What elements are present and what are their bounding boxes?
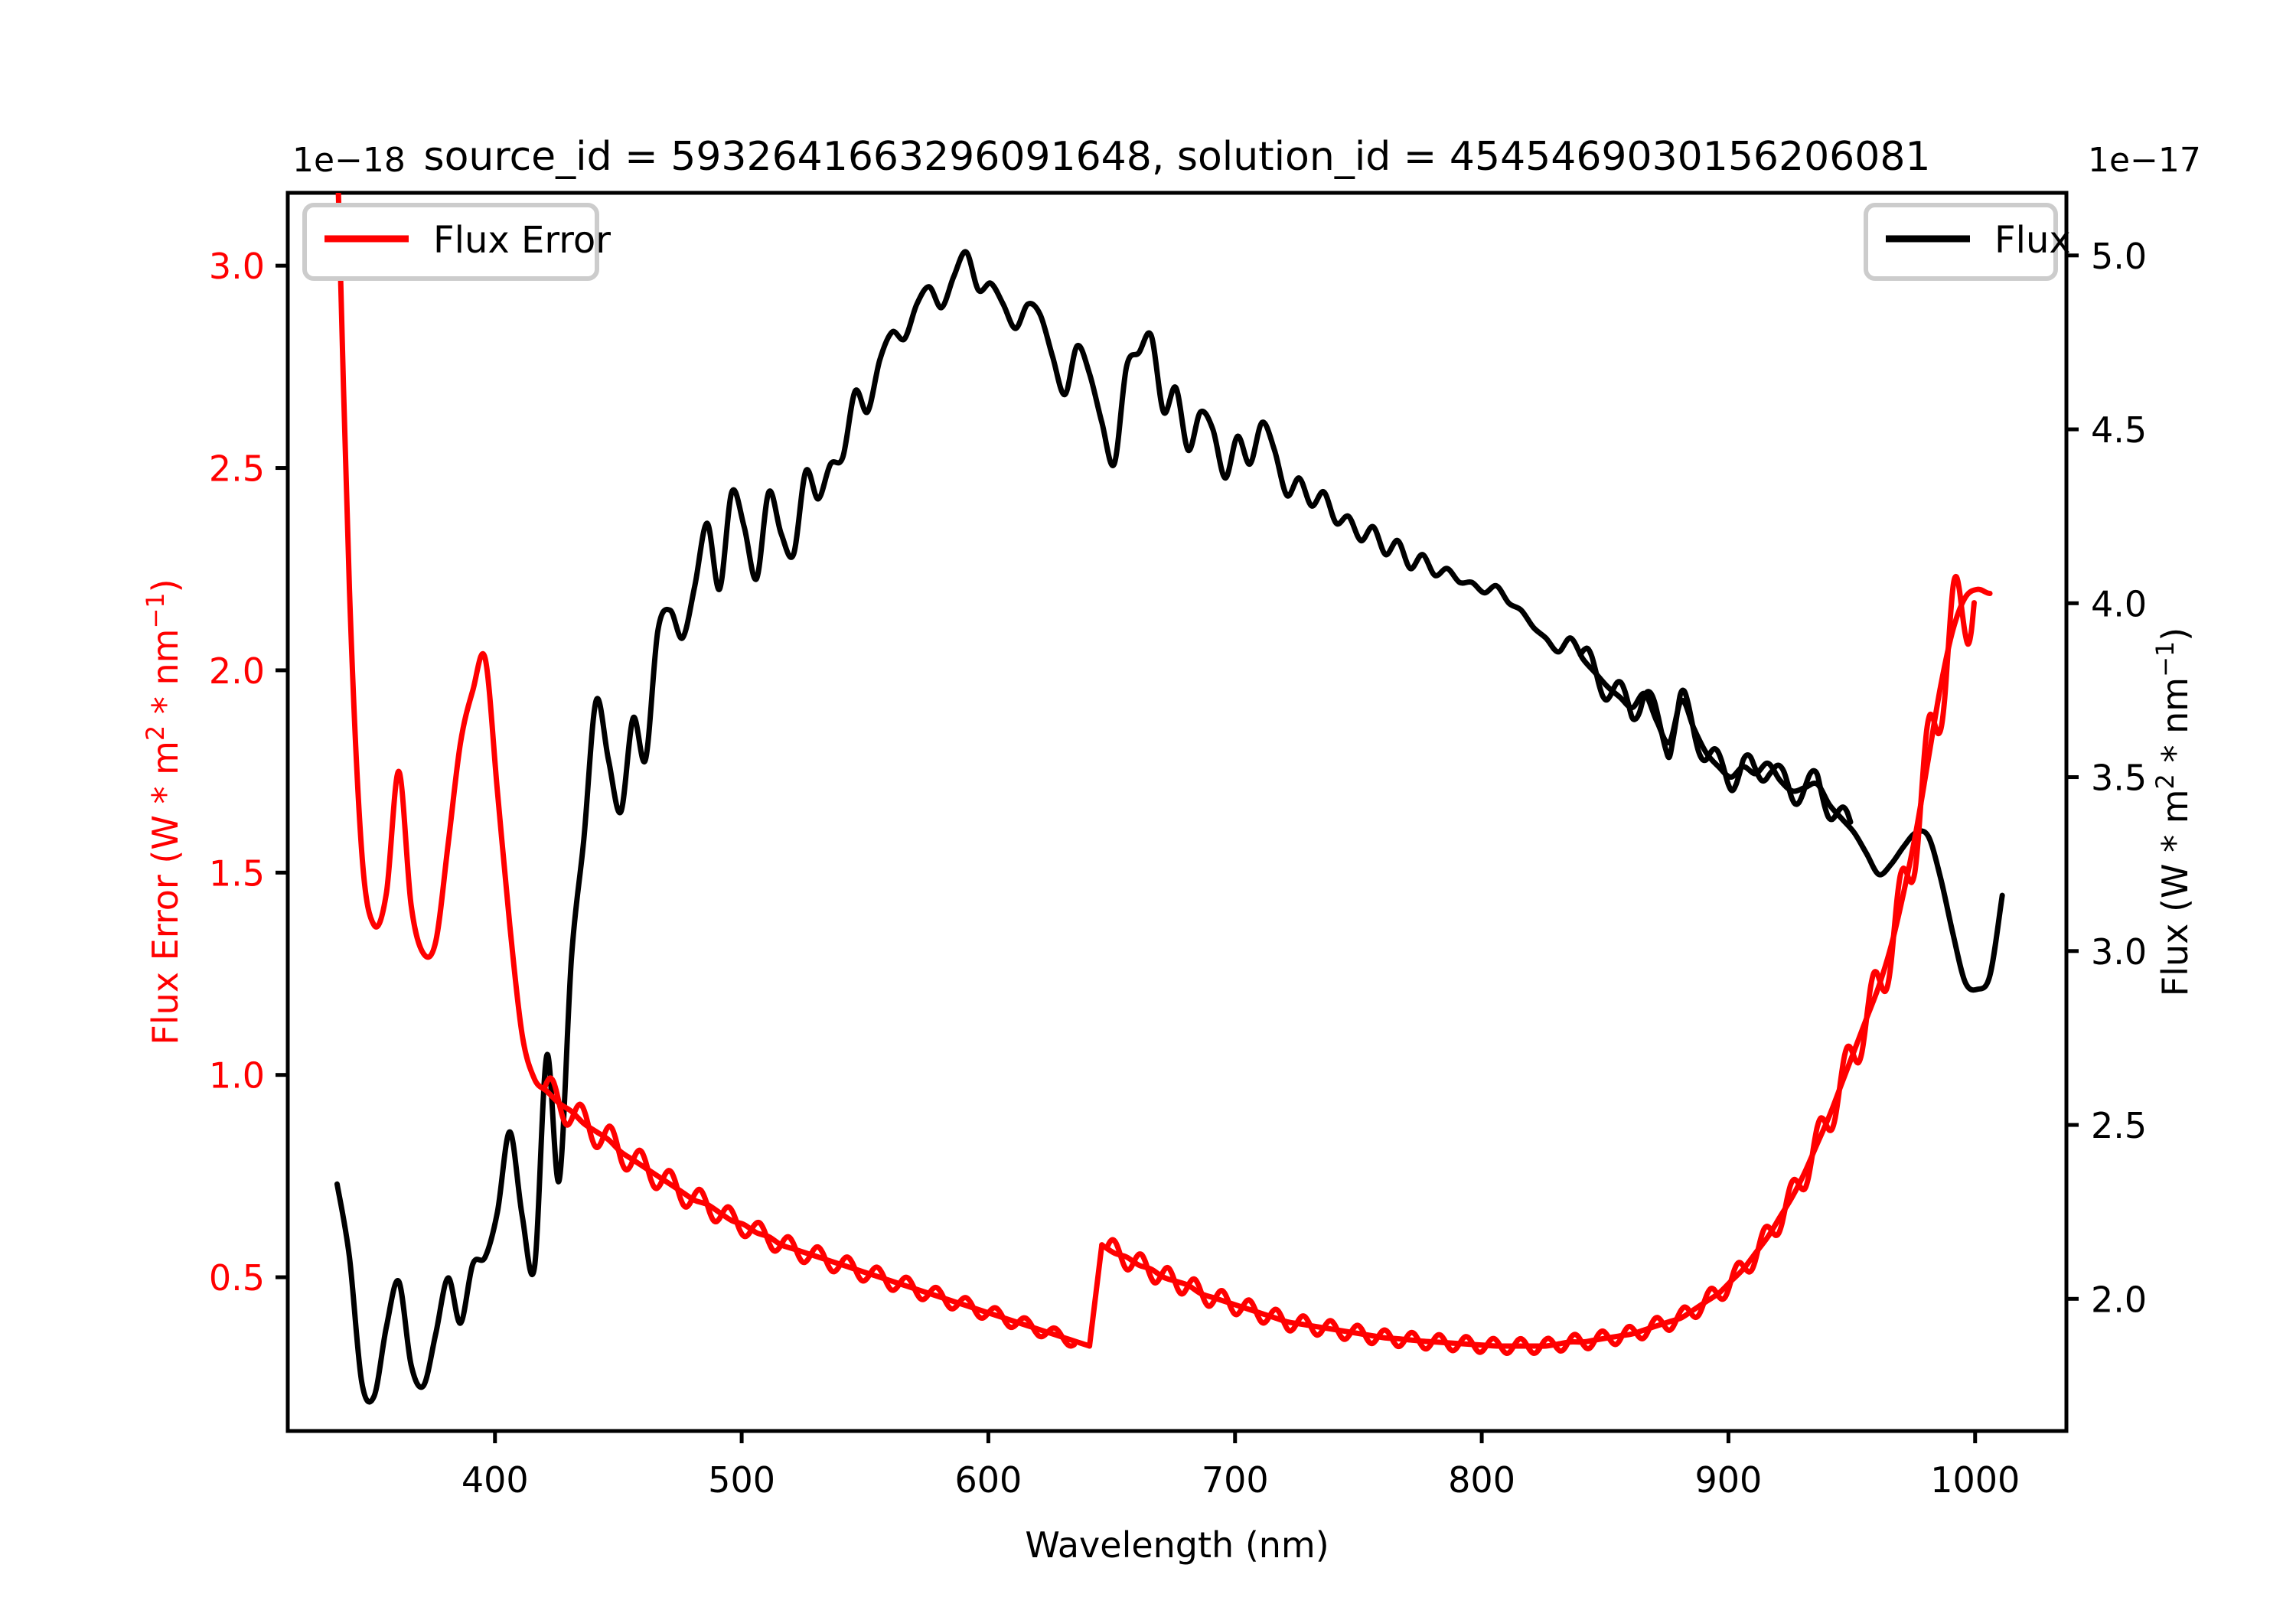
x-tick-label: 700 [1202,1459,1269,1501]
plot-frame [285,191,2069,1433]
legend-flux-label: Flux [1994,219,2071,262]
y-right-tick-label: 4.0 [2091,583,2147,624]
y-left-tick-label: 0.5 [209,1257,265,1299]
x-tick-label: 500 [708,1459,775,1501]
y-right-tick-label: 5.0 [2091,236,2147,277]
series-discontinuity-riser [1087,1242,1105,1349]
y-right-tick-label: 2.0 [2091,1279,2147,1320]
y-left-tick-label: 1.5 [209,852,265,894]
figure-title: source_id = 5932641663296091648, solutio… [423,134,1930,180]
x-tick-label: 800 [1448,1459,1515,1501]
axes-spines [285,191,2069,1433]
data-layer [334,193,2005,1405]
y-left-tick-label: 1.0 [209,1055,265,1097]
series-line-flux [334,249,2005,1405]
legend-flux-error-label: Flux Error [433,219,611,262]
flux-error-ripple-1 [1104,573,1977,1357]
x-axis-ticks: 400 500 600 700 800 900 1000 [461,1431,2020,1501]
x-tick-label: 600 [955,1459,1022,1501]
x-tick-label: 400 [461,1459,529,1501]
x-tick-label: 1000 [1930,1459,2020,1501]
y-right-axis-label: Flux (W * m2 * nm−1) [2151,627,2196,996]
legend-flux-error[interactable]: Flux Error [302,203,611,281]
y-left-axis-label: Flux Error (W * m2 * nm−1) [141,579,186,1045]
y-left-axis-ticks: 0.5 1.0 1.5 2.0 2.5 3.0 [209,246,288,1299]
x-tick-label: 900 [1695,1459,1763,1501]
x-axis-label: Wavelength (nm) [1025,1524,1329,1566]
y-right-tick-label: 4.5 [2091,409,2147,451]
series-line-flux-error [1099,586,1993,1349]
y-left-axis-label-text: Flux Error (W * m2 * nm−1) [141,579,186,1045]
legend-flux[interactable]: Flux [1864,203,2071,281]
legend-flux-error-frame [302,203,599,281]
flux-ripple [1577,645,1854,825]
y-right-offset-text: 1e−17 [2088,141,2201,180]
y-right-axis-label-text: Flux (W * m2 * nm−1) [2151,627,2196,996]
y-right-tick-label: 2.5 [2091,1105,2147,1146]
flux-error-ripple-0 [541,1075,1078,1349]
y-left-tick-label: 2.0 [209,650,265,692]
y-left-offset-text: 1e−18 [292,141,406,180]
y-left-tick-label: 2.5 [209,448,265,490]
y-left-tick-label: 3.0 [209,246,265,287]
y-right-tick-label: 3.0 [2091,931,2147,973]
y-right-axis-ticks: 2.0 2.5 3.0 3.5 4.0 4.5 5.0 [2066,236,2147,1320]
y-right-tick-label: 3.5 [2091,758,2147,799]
series-line-flux-error [335,193,1093,1349]
